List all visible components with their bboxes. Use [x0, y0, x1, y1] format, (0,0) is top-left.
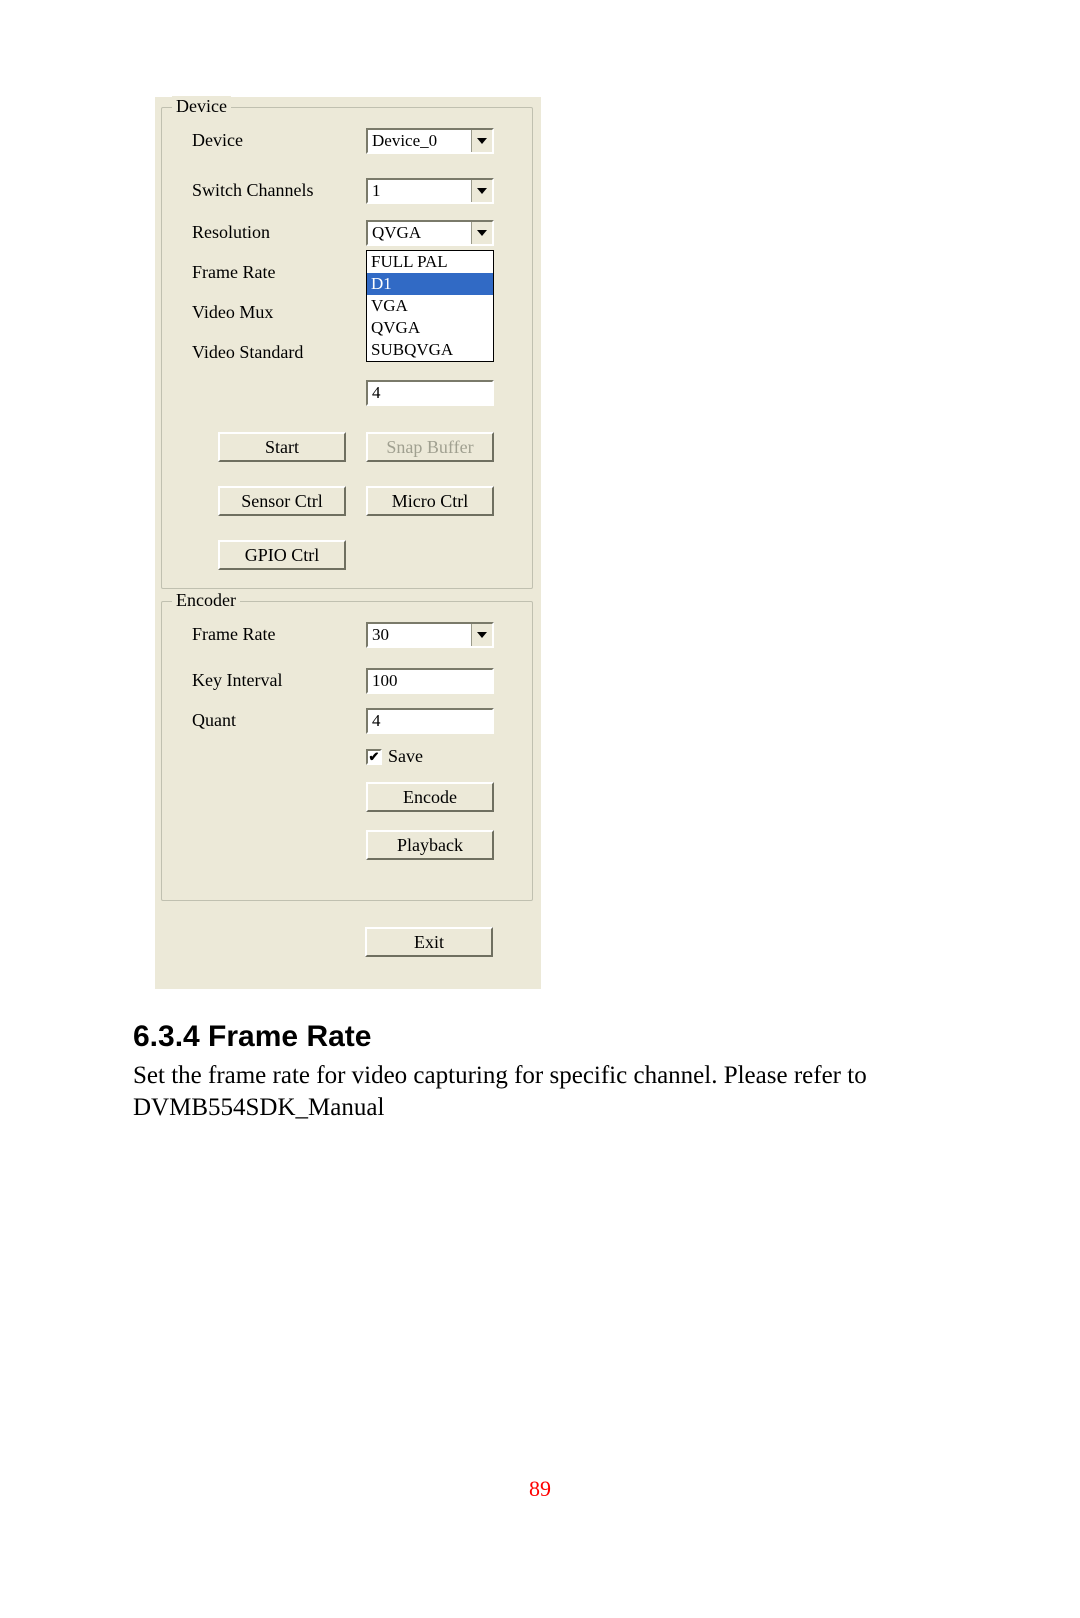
device-combobox[interactable]: Device_0 [366, 128, 494, 154]
playback-button[interactable]: Playback [366, 830, 494, 860]
exit-button[interactable]: Exit [365, 927, 493, 957]
dropdown-arrow-icon[interactable] [471, 130, 492, 152]
device-combobox-value: Device_0 [368, 131, 471, 151]
resolution-dropdown-list[interactable]: FULL PAL D1 VGA QVGA SUBQVGA [366, 250, 494, 362]
dropdown-arrow-icon[interactable] [471, 222, 492, 244]
quant-label: Quant [192, 710, 236, 731]
settings-panel: Device Device Device_0 Switch Channels 1… [155, 97, 541, 989]
encoder-frame-rate-label: Frame Rate [192, 624, 275, 645]
switch-channels-label: Switch Channels [192, 180, 314, 201]
section-body-text: Set the frame rate for video capturing f… [133, 1060, 953, 1124]
extra-textfield[interactable]: 4 [366, 380, 494, 406]
save-checkbox-row[interactable]: ✔ Save [366, 746, 423, 767]
extra-textfield-value: 4 [372, 383, 381, 403]
dropdown-item-qvga[interactable]: QVGA [367, 317, 493, 339]
encoder-groupbox: Encoder Frame Rate 30 Key Interval 100 Q… [161, 601, 533, 901]
snap-buffer-button[interactable]: Snap Buffer [366, 432, 494, 462]
gpio-ctrl-button[interactable]: GPIO Ctrl [218, 540, 346, 570]
micro-ctrl-button[interactable]: Micro Ctrl [366, 486, 494, 516]
video-standard-label: Video Standard [192, 342, 303, 363]
quant-field[interactable]: 4 [366, 708, 494, 734]
page-number: 89 [0, 1476, 1080, 1502]
key-interval-value: 100 [372, 671, 398, 691]
save-checkbox-label: Save [388, 746, 423, 767]
device-groupbox: Device Device Device_0 Switch Channels 1… [161, 107, 533, 589]
device-label: Device [192, 130, 243, 151]
resolution-label: Resolution [192, 222, 270, 243]
dropdown-item-subqvga[interactable]: SUBQVGA [367, 339, 493, 361]
dropdown-arrow-icon[interactable] [471, 624, 492, 646]
dropdown-item-d1[interactable]: D1 [367, 273, 493, 295]
frame-rate-label: Frame Rate [192, 262, 275, 283]
device-group-title: Device [172, 96, 231, 117]
start-button[interactable]: Start [218, 432, 346, 462]
dropdown-arrow-icon[interactable] [471, 180, 492, 202]
key-interval-label: Key Interval [192, 670, 282, 691]
page: Device Device Device_0 Switch Channels 1… [0, 0, 1080, 1618]
encoder-group-title: Encoder [172, 590, 240, 611]
quant-value: 4 [372, 711, 381, 731]
resolution-combobox[interactable]: QVGA [366, 220, 494, 246]
section-heading: 6.3.4 Frame Rate [133, 1020, 371, 1054]
switch-channels-value: 1 [368, 181, 471, 201]
sensor-ctrl-button[interactable]: Sensor Ctrl [218, 486, 346, 516]
video-mux-label: Video Mux [192, 302, 273, 323]
dropdown-item-vga[interactable]: VGA [367, 295, 493, 317]
dropdown-item-full-pal[interactable]: FULL PAL [367, 251, 493, 273]
encoder-frame-rate-value: 30 [368, 625, 471, 645]
key-interval-field[interactable]: 100 [366, 668, 494, 694]
encoder-frame-rate-combobox[interactable]: 30 [366, 622, 494, 648]
encode-button[interactable]: Encode [366, 782, 494, 812]
switch-channels-combobox[interactable]: 1 [366, 178, 494, 204]
save-checkbox[interactable]: ✔ [366, 749, 382, 765]
resolution-value: QVGA [368, 223, 471, 243]
